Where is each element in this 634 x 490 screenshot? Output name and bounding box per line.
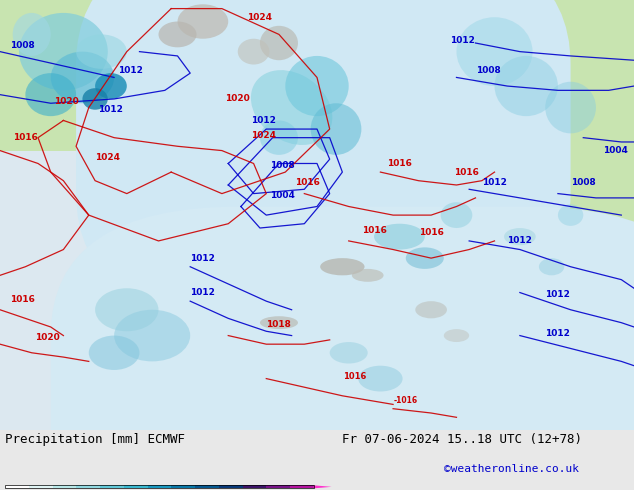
Text: 1012: 1012 <box>545 290 571 299</box>
Ellipse shape <box>251 70 332 145</box>
Text: 1016: 1016 <box>361 226 387 235</box>
Text: 1012: 1012 <box>117 67 143 75</box>
Ellipse shape <box>320 258 365 275</box>
Bar <box>243 485 266 489</box>
Bar <box>148 485 171 489</box>
Ellipse shape <box>95 73 127 99</box>
Bar <box>100 485 124 489</box>
Ellipse shape <box>456 17 533 86</box>
Bar <box>290 485 314 489</box>
Text: 1008: 1008 <box>269 161 295 170</box>
Ellipse shape <box>441 202 472 228</box>
Polygon shape <box>314 485 332 489</box>
Bar <box>53 485 76 489</box>
Text: 1004: 1004 <box>602 146 628 155</box>
Bar <box>266 0 634 430</box>
Ellipse shape <box>19 13 108 90</box>
Bar <box>171 485 195 489</box>
Text: 1012: 1012 <box>190 254 216 263</box>
Text: 1020: 1020 <box>54 97 79 106</box>
Text: 1012: 1012 <box>190 288 216 297</box>
Text: 1012: 1012 <box>450 36 476 46</box>
Ellipse shape <box>358 366 403 392</box>
Ellipse shape <box>25 73 76 116</box>
Ellipse shape <box>76 34 127 69</box>
Text: 1016: 1016 <box>418 228 444 237</box>
Ellipse shape <box>495 56 558 116</box>
Text: 1008: 1008 <box>476 67 501 75</box>
Text: 1016: 1016 <box>295 178 320 187</box>
Ellipse shape <box>374 224 425 249</box>
Ellipse shape <box>285 56 349 116</box>
Ellipse shape <box>352 269 384 282</box>
Ellipse shape <box>13 13 51 56</box>
Text: -1016: -1016 <box>394 395 418 405</box>
Ellipse shape <box>545 82 596 133</box>
Bar <box>195 485 219 489</box>
Text: 1004: 1004 <box>269 191 295 200</box>
Ellipse shape <box>158 22 197 48</box>
FancyBboxPatch shape <box>51 206 634 490</box>
Ellipse shape <box>260 121 298 155</box>
Bar <box>76 485 100 489</box>
Text: Precipitation [mm] ECMWF: Precipitation [mm] ECMWF <box>5 433 185 446</box>
Text: 1012: 1012 <box>250 116 276 125</box>
Ellipse shape <box>330 342 368 364</box>
Ellipse shape <box>82 88 108 110</box>
Text: 1016: 1016 <box>13 133 38 142</box>
Ellipse shape <box>89 336 139 370</box>
Text: 1012: 1012 <box>545 329 571 338</box>
Text: 1018: 1018 <box>266 320 292 329</box>
Text: ©weatheronline.co.uk: ©weatheronline.co.uk <box>444 464 579 474</box>
Text: 1016: 1016 <box>344 372 366 381</box>
Ellipse shape <box>415 301 447 319</box>
Ellipse shape <box>51 51 114 103</box>
Bar <box>29 485 53 489</box>
Ellipse shape <box>311 103 361 155</box>
Text: 1024: 1024 <box>250 131 276 140</box>
Ellipse shape <box>95 288 158 331</box>
Text: 1016: 1016 <box>10 294 35 303</box>
Text: 1012: 1012 <box>98 105 124 114</box>
Bar <box>5 485 314 489</box>
Text: 1008: 1008 <box>10 41 35 49</box>
Ellipse shape <box>260 316 298 329</box>
Text: 1012: 1012 <box>482 178 507 187</box>
Text: 1020: 1020 <box>225 95 250 103</box>
Bar <box>124 485 148 489</box>
Text: Fr 07-06-2024 15..18 UTC (12+78): Fr 07-06-2024 15..18 UTC (12+78) <box>342 433 583 446</box>
Text: 1008: 1008 <box>571 178 596 187</box>
Bar <box>5 485 29 489</box>
FancyBboxPatch shape <box>76 0 571 322</box>
Ellipse shape <box>114 310 190 362</box>
Ellipse shape <box>238 39 269 65</box>
Bar <box>0 0 266 430</box>
Bar <box>266 485 290 489</box>
Ellipse shape <box>406 247 444 269</box>
Text: 1024: 1024 <box>95 152 120 162</box>
Ellipse shape <box>504 228 536 245</box>
Ellipse shape <box>444 329 469 342</box>
Bar <box>0 0 95 150</box>
Ellipse shape <box>178 4 228 39</box>
Ellipse shape <box>260 26 298 60</box>
Text: 1020: 1020 <box>35 333 60 342</box>
Text: 1012: 1012 <box>507 236 533 245</box>
Text: 1024: 1024 <box>247 13 273 22</box>
Ellipse shape <box>539 258 564 275</box>
Ellipse shape <box>558 204 583 226</box>
Text: 1016: 1016 <box>453 168 479 176</box>
Text: 1016: 1016 <box>387 159 412 168</box>
Bar <box>219 485 243 489</box>
